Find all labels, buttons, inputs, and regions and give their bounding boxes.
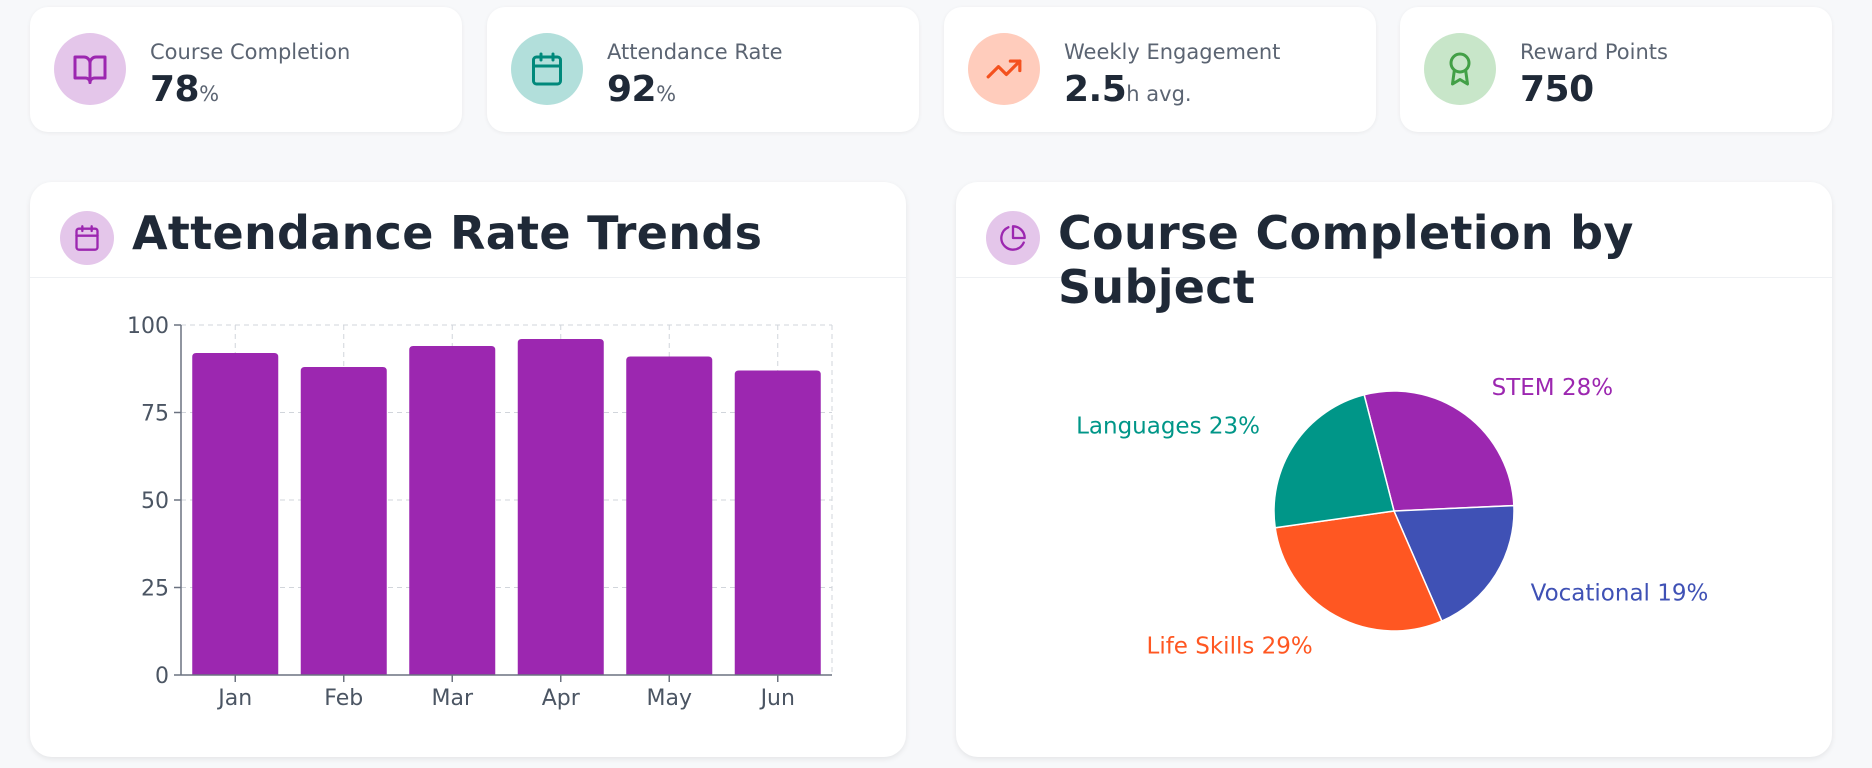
pie-label-stem: STEM 28% xyxy=(1492,375,1613,401)
x-tick-label: May xyxy=(647,686,692,711)
stat-value: 92% xyxy=(607,69,677,110)
stat-label: Weekly Engagement xyxy=(1064,40,1281,64)
y-tick-label: 100 xyxy=(127,314,169,339)
pie-slice-stem[interactable] xyxy=(1363,390,1515,512)
panel-title: Attendance Rate Trends xyxy=(132,206,763,260)
calendar-icon xyxy=(511,33,583,105)
bar-mar[interactable] xyxy=(409,346,496,675)
y-tick-label: 0 xyxy=(155,664,169,689)
panel-header: Course Completion by Subject xyxy=(956,182,1832,314)
stat-label: Attendance Rate xyxy=(607,40,783,64)
x-tick-label: Jun xyxy=(759,686,795,711)
trending-up-icon xyxy=(968,33,1040,105)
stat-unit: % xyxy=(656,82,677,106)
pie-chart-icon xyxy=(986,211,1040,265)
x-tick-label: Mar xyxy=(431,686,473,711)
bar-jun[interactable] xyxy=(734,370,821,676)
y-tick-label: 50 xyxy=(141,489,169,514)
bar-feb[interactable] xyxy=(300,367,387,675)
stat-label: Course Completion xyxy=(150,40,351,64)
completion-pie-chart: STEM 28% Vocational 19% Life Skills 29% Lan… xyxy=(1076,375,1709,659)
stat-value: 750 xyxy=(1520,69,1594,110)
pie-slice-vocational[interactable] xyxy=(1392,504,1515,623)
x-tick-label: Jan xyxy=(216,686,252,711)
bar-may[interactable] xyxy=(626,356,713,676)
bar-apr[interactable] xyxy=(517,339,604,675)
stat-card-attendance-rate: Attendance Rate 92% xyxy=(487,7,919,132)
calendar-icon xyxy=(60,211,114,265)
stat-unit: h avg. xyxy=(1126,82,1192,106)
stat-unit: % xyxy=(199,82,220,106)
pie-label-vocational: Vocational 19% xyxy=(1531,581,1709,607)
stat-value: 78% xyxy=(150,69,220,110)
x-tick-label: Feb xyxy=(324,686,363,711)
pie-label-languages: Languages 23% xyxy=(1076,413,1260,439)
attendance-panel: Attendance Rate Trends 0 25 50 75 100 Jan Feb M… xyxy=(30,182,906,757)
x-tick-label: Apr xyxy=(542,686,581,711)
y-tick-label: 75 xyxy=(141,402,169,427)
panel-title: Course Completion by Subject xyxy=(1058,206,1634,314)
stat-card-course-completion: Course Completion 78% xyxy=(30,7,462,132)
stat-value: 2.5h avg. xyxy=(1064,69,1192,110)
bar-jan[interactable] xyxy=(192,353,279,675)
stat-label: Reward Points xyxy=(1520,40,1668,64)
attendance-bar-chart: 0 25 50 75 100 Jan Feb Mar Apr May Jun xyxy=(127,314,833,711)
award-icon xyxy=(1424,33,1496,105)
book-open-icon xyxy=(54,33,126,105)
pie-label-life-skills: Life Skills 29% xyxy=(1147,633,1313,659)
completion-panel: Course Completion by Subject STEM 28% Voc… xyxy=(956,182,1832,757)
pie-slice-life-skills[interactable] xyxy=(1274,510,1443,632)
pie-slice-languages[interactable] xyxy=(1273,393,1395,529)
stat-card-reward-points: Reward Points 750 xyxy=(1400,7,1832,132)
y-tick-label: 25 xyxy=(141,577,169,602)
panel-header: Attendance Rate Trends xyxy=(30,182,906,278)
stat-card-weekly-engagement: Weekly Engagement 2.5h avg. xyxy=(944,7,1376,132)
